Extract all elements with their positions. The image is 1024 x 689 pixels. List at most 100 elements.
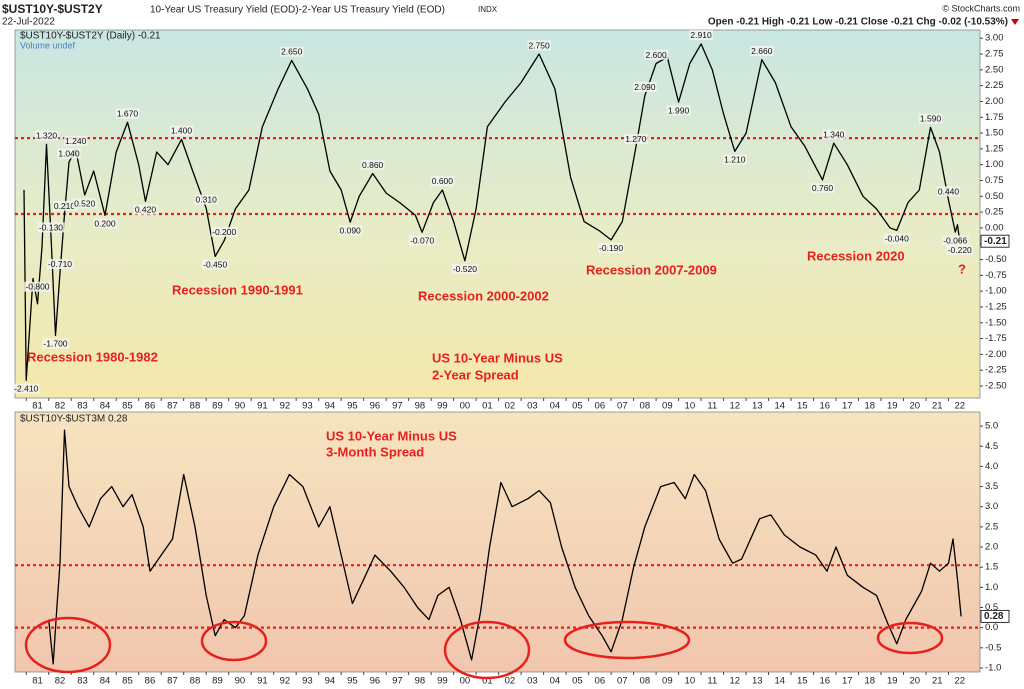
- point-label: 0.440: [938, 186, 960, 196]
- y-tick-label: -2.00: [985, 349, 1007, 360]
- x-tick-label: 16: [820, 676, 831, 687]
- x-tick-label: 18: [864, 676, 875, 687]
- x-tick-label: 17: [842, 676, 853, 687]
- point-label: 0.600: [432, 176, 454, 186]
- y-tick-label: -1.75: [985, 333, 1007, 344]
- point-label: 2.650: [281, 47, 303, 57]
- x-tick-label: 86: [145, 401, 156, 412]
- x-tick-label: 12: [730, 676, 741, 687]
- symbol: $UST10Y-$UST2Y: [2, 2, 103, 16]
- x-tick-label: 14: [775, 676, 786, 687]
- point-label: 1.210: [724, 155, 746, 165]
- annotation: Recession 2000-2002: [418, 288, 549, 303]
- point-label: 0.860: [362, 160, 384, 170]
- point-label: 1.270: [625, 134, 647, 144]
- x-tick-label: 09: [662, 401, 673, 412]
- x-tick-label: 04: [550, 401, 561, 412]
- x-tick-label: 85: [122, 401, 133, 412]
- annotation: US 10-Year Minus US: [432, 350, 563, 365]
- x-tick-label: 00: [460, 401, 471, 412]
- highlight-ellipse: [876, 621, 944, 655]
- x-tick-label: 01: [482, 676, 493, 687]
- point-label: -0.040: [885, 234, 909, 244]
- x-tick-label: 94: [325, 401, 336, 412]
- point-label: 1.320: [36, 131, 58, 141]
- point-label: -0.200: [212, 227, 236, 237]
- x-tick-label: 86: [145, 676, 156, 687]
- point-label-bg: [409, 235, 436, 246]
- y-tick-label: 2.50: [985, 64, 1004, 75]
- x-tick-label: 87: [167, 676, 178, 687]
- x-tick-label: 09: [662, 676, 673, 687]
- point-label: 1.040: [58, 148, 80, 158]
- point-label-bg: [133, 204, 158, 215]
- date: 22-Jul-2022: [2, 17, 55, 28]
- point-label-bg: [194, 194, 219, 205]
- point-label: 0.760: [812, 183, 834, 193]
- point-label-bg: [822, 129, 846, 140]
- x-tick-label: 05: [572, 676, 583, 687]
- highlight-ellipse: [24, 616, 112, 674]
- point-label: -0.800: [25, 282, 49, 292]
- x-tick-label: 96: [370, 401, 381, 412]
- point-label: -0.190: [599, 243, 623, 253]
- x-tick-label: 98: [415, 676, 426, 687]
- x-tick-label: 82: [55, 676, 66, 687]
- x-tick-label: 02: [505, 401, 516, 412]
- point-label: 1.590: [920, 114, 942, 124]
- y-tick-label: 1.5: [985, 562, 998, 573]
- y-tick-label: -0.50: [985, 254, 1007, 265]
- x-tick-label: 82: [55, 401, 66, 412]
- y-tick-label: -0.75: [985, 270, 1007, 281]
- point-label-bg: [37, 222, 65, 233]
- x-tick-label: 15: [797, 401, 808, 412]
- point-label-bg: [280, 46, 304, 57]
- x-tick-label: 21: [932, 401, 943, 412]
- point-label-bg: [34, 130, 59, 141]
- y-tick-label: 1.0: [985, 582, 998, 593]
- y-tick-label: 2.0: [985, 542, 998, 553]
- y-tick-label: -1.25: [985, 301, 1007, 312]
- point-label-bg: [689, 30, 713, 41]
- x-tick-label: 01: [482, 401, 493, 412]
- point-label-bg: [115, 108, 140, 119]
- point-label-bg: [666, 105, 691, 116]
- y-tick-label: 5.0: [985, 421, 998, 432]
- x-tick-label: 20: [909, 401, 920, 412]
- point-label-bg: [430, 176, 455, 187]
- x-tick-label: 19: [887, 676, 898, 687]
- annotation: ?: [958, 261, 966, 276]
- point-label-bg: [918, 113, 943, 124]
- highlights: [24, 616, 944, 680]
- x-tick-label: 97: [392, 676, 403, 687]
- x-tick-label: 21: [932, 676, 943, 687]
- point-label-bg: [361, 159, 385, 170]
- x-tick-label: 00: [460, 676, 471, 687]
- point-label: -0.450: [203, 260, 227, 270]
- point-label-bg: [942, 235, 969, 246]
- point-label: 0.420: [135, 205, 157, 215]
- x-tick-label: 91: [257, 676, 268, 687]
- y-tick-label: 3.0: [985, 501, 998, 512]
- point-label-bg: [73, 198, 97, 209]
- y-tick-label: 2.75: [985, 49, 1004, 60]
- annotation: 3-Month Spread: [326, 444, 424, 459]
- x-tick-label: 90: [235, 676, 246, 687]
- x-tick-label: 16: [820, 401, 831, 412]
- x-tick-label: 85: [122, 676, 133, 687]
- x-tick-label: 13: [752, 401, 763, 412]
- exchange: INDX: [478, 5, 498, 14]
- x-tick-label: 03: [527, 676, 538, 687]
- point-label-bg: [451, 264, 479, 275]
- x-tick-label: 13: [752, 676, 763, 687]
- y-tick-label: 1.50: [985, 128, 1004, 139]
- highlight-ellipse: [563, 620, 691, 660]
- description: 10-Year US Treasury Yield (EOD)-2-Year U…: [150, 5, 445, 16]
- point-label-bg: [52, 200, 77, 211]
- point-label: 0.310: [196, 195, 218, 205]
- x-tick-label: 03: [527, 401, 538, 412]
- y-tick-label: 0.25: [985, 207, 1004, 218]
- annotation: Recession 2020: [807, 248, 905, 263]
- x-tick-label: 11: [707, 401, 717, 412]
